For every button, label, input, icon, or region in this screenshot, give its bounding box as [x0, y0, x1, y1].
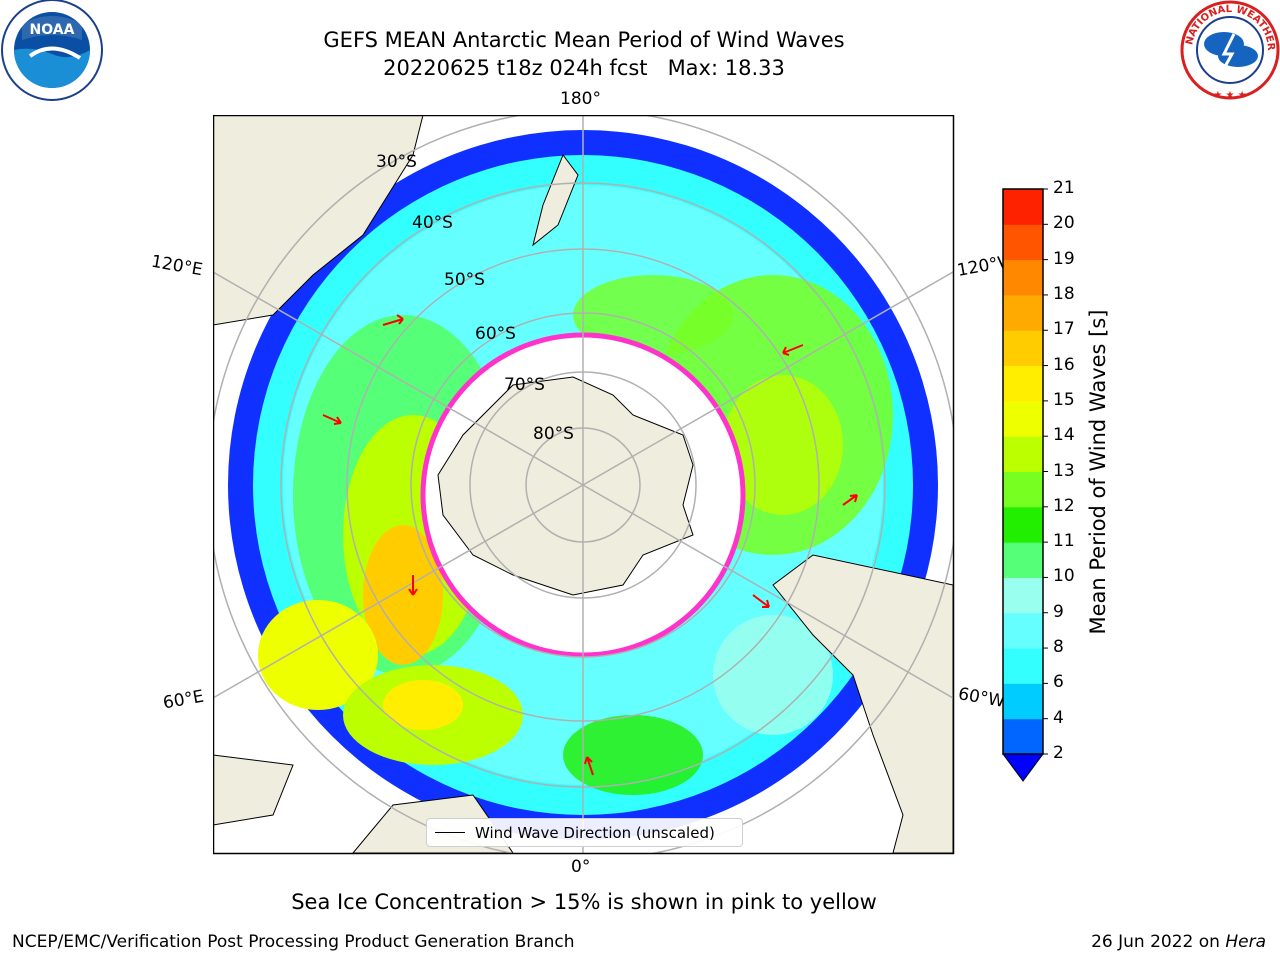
colorbar-segment [1003, 365, 1043, 402]
chart-title-line-1: GEFS MEAN Antarctic Mean Period of Wind … [323, 28, 845, 52]
colorbar-segment [1003, 189, 1043, 225]
colorbar-tick-label: 16 [1053, 354, 1075, 375]
legend-label: Wind Wave Direction (unscaled) [475, 823, 715, 842]
colorbar-tick-label: 2 [1053, 743, 1064, 763]
nws-logo-icon: NATIONAL WEATHER SERVICE ★ ★ ★ [1178, 0, 1280, 101]
colorbar-segment [1003, 224, 1043, 261]
lat-label-70s: 70°S [504, 375, 545, 395]
africa-land [213, 754, 294, 826]
lon-label-bottom: 0° [571, 857, 591, 877]
colorbar-tick-label: 6 [1053, 672, 1064, 693]
lon-label-top: 180° [560, 89, 601, 109]
colorbar-tick-label: 13 [1053, 460, 1075, 481]
noaa-logo-text: NOAA [30, 22, 75, 38]
colorbar-tick-label: 4 [1053, 707, 1064, 728]
colorbar-segment [1003, 648, 1043, 684]
new-zealand-land [532, 153, 579, 247]
sea-ice-caption: Sea Ice Concentration > 15% is shown in … [291, 890, 877, 914]
colorbar-title: Mean Period of Wind Waves [s] [1086, 309, 1110, 635]
lat-label-80s: 80°S [533, 424, 574, 444]
lat-label-40s: 40°S [412, 213, 453, 233]
colorbar-segment [1003, 400, 1043, 437]
colorbar-tick-label: 18 [1053, 283, 1075, 304]
legend-line-icon [435, 832, 465, 833]
map-legend: Wind Wave Direction (unscaled) [426, 818, 743, 847]
footer-timestamp: 26 Jun 2022 on Hera [1091, 932, 1266, 952]
colorbar-tick-label: 19 [1053, 248, 1075, 269]
colorbar-segment [1003, 683, 1043, 720]
colorbar-tick-label: 20 [1053, 213, 1075, 234]
colorbar-tick-label: 12 [1053, 495, 1075, 516]
colorbar-segment [1003, 330, 1043, 367]
colorbar-segment [1003, 577, 1043, 614]
wind-wave-arrows [322, 314, 858, 776]
colorbar-segment [1003, 294, 1043, 331]
lat-label-30s: 30°S [376, 152, 417, 172]
colorbar-segment [1003, 436, 1043, 472]
graticule [213, 115, 953, 853]
colorbar-tick-label: 9 [1053, 601, 1064, 622]
colorbar-segment [1003, 471, 1043, 508]
lat-label-50s: 50°S [444, 270, 485, 290]
noaa-logo-icon: NOAA [1, 0, 103, 101]
colorbar-tick-label: 17 [1053, 319, 1075, 340]
lon-label-lower-right: 60°W [956, 684, 1007, 712]
colorbar-segment [1003, 718, 1043, 755]
colorbar-segment [1003, 259, 1043, 296]
colorbar-tick-label: 15 [1053, 389, 1075, 410]
colorbar [1002, 188, 1048, 782]
south-america-land [772, 554, 953, 853]
colorbar-tick-label: 11 [1053, 531, 1075, 552]
svg-text:★ ★ ★: ★ ★ ★ [1213, 90, 1246, 101]
colorbar-segment [1003, 506, 1043, 543]
footer-date: 26 Jun 2022 on [1091, 932, 1226, 952]
map-panel [213, 115, 955, 855]
colorbar-segment [1003, 612, 1043, 649]
colorbar-segment [1003, 542, 1043, 578]
lon-label-upper-left: 120°E [149, 251, 205, 281]
lon-label-lower-left: 60°E [161, 686, 206, 714]
chart-title-line-2: 20220625 t18z 024h fcst Max: 18.33 [383, 56, 785, 80]
lat-label-60s: 60°S [475, 324, 516, 344]
colorbar-tick-label: 14 [1053, 425, 1075, 446]
colorbar-tick-label: 21 [1053, 178, 1075, 198]
colorbar-tick-label: 10 [1053, 566, 1075, 587]
colorbar-tick-label: 8 [1053, 637, 1064, 658]
antarctica-land [437, 376, 694, 596]
footer-host: Hera [1225, 932, 1266, 952]
footer-branch: NCEP/EMC/Verification Post Processing Pr… [12, 932, 575, 952]
